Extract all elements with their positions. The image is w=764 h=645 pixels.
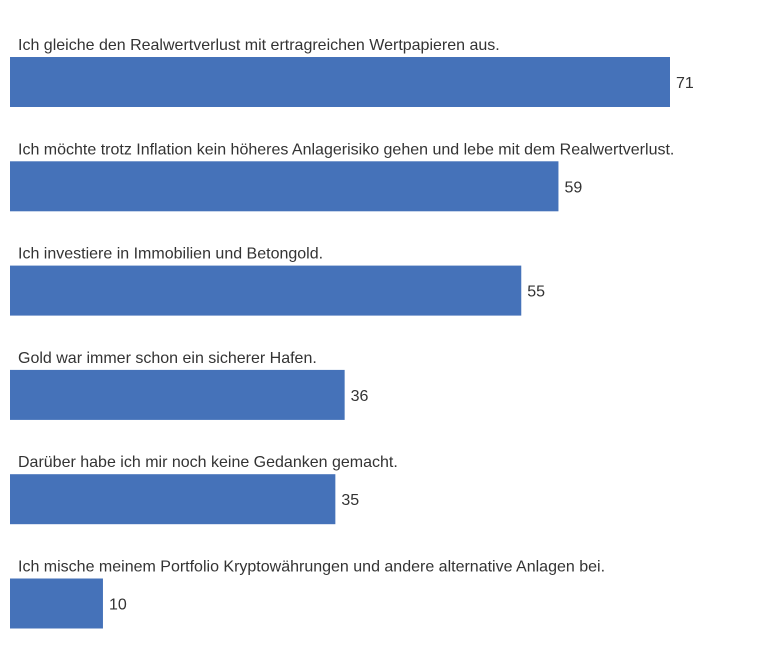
category-label: Ich gleiche den Realwertverlust mit ertr…: [18, 37, 500, 54]
bar: [10, 57, 670, 107]
value-label: 55: [527, 284, 545, 301]
bar: [10, 578, 103, 629]
category-label: Ich möchte trotz Inflation kein höheres …: [18, 141, 674, 158]
value-label: 71: [676, 75, 694, 92]
value-label: 35: [341, 492, 359, 509]
bar: [10, 265, 522, 316]
category-label: Ich mische meinem Portfolio Kryptowährun…: [18, 559, 605, 576]
value-label: 10: [109, 597, 127, 614]
value-label: 36: [351, 388, 369, 405]
bar: [10, 369, 345, 420]
bar: [10, 161, 559, 212]
value-label: 59: [564, 179, 582, 196]
category-label: Gold war immer schon ein sicherer Hafen.: [18, 350, 317, 367]
bar: [10, 474, 336, 525]
category-label: Ich investiere in Immobilien und Betongo…: [18, 246, 323, 263]
category-label: Darüber habe ich mir noch keine Gedanken…: [18, 454, 398, 471]
